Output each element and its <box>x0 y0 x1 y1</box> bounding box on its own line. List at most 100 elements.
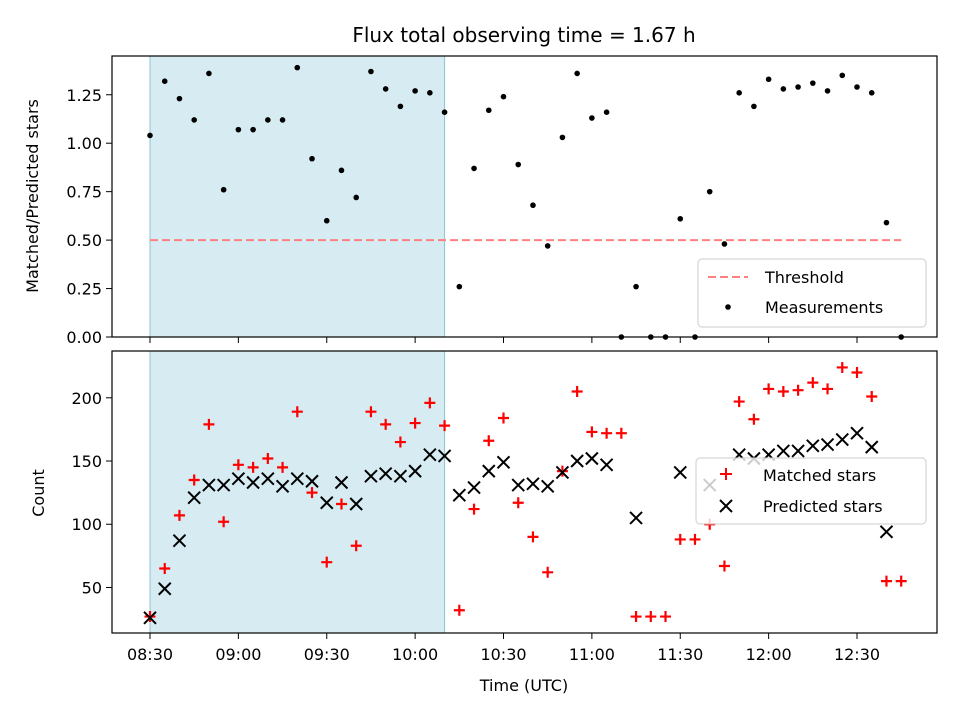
top-y-tick-label-0: 0.00 <box>66 328 102 347</box>
top-point-0-31 <box>603 109 610 115</box>
bottom-matched-point-32 <box>615 427 627 439</box>
top-point-0-36 <box>677 215 684 222</box>
top-point-0-9 <box>279 117 286 123</box>
bottom-x-tick-label-0: 08:30 <box>127 645 173 664</box>
bottom-matched-point-51 <box>895 575 907 587</box>
bottom-matched-point-46 <box>822 383 834 395</box>
top-point-0-17 <box>397 103 404 110</box>
top-point-0-22 <box>471 165 477 172</box>
top-point-0-43 <box>780 86 787 92</box>
bottom-x-tick-label-1: 09:00 <box>215 645 261 664</box>
bottom-matched-point-40 <box>733 396 745 408</box>
bottom-predicted-point-43 <box>850 426 864 440</box>
legend-predicted-marker <box>719 499 733 513</box>
bottom-matched-point-15 <box>365 406 377 418</box>
top-y-tick-label-1: 0.25 <box>66 280 102 299</box>
top-point-0-39 <box>721 241 728 247</box>
bottom-predicted-point-6 <box>231 472 246 486</box>
top-point-0-42 <box>765 76 772 83</box>
bottom-matched-point-5 <box>218 516 230 528</box>
bottom-predicted-point-4 <box>202 478 216 492</box>
bottom-x-tick-label-2: 09:30 <box>304 645 350 664</box>
bottom-x-tick-label-7: 12:00 <box>746 645 792 664</box>
bottom-predicted-point-44 <box>865 440 879 454</box>
top-point-0-45 <box>810 80 816 86</box>
bottom-predicted-point-17 <box>393 469 408 483</box>
bottom-y-axis-label: Count <box>29 469 48 517</box>
bottom-matched-point-2 <box>173 509 185 521</box>
top-point-0-0 <box>147 132 153 139</box>
bottom-matched-point-43 <box>777 385 789 397</box>
bottom-predicted-point-9 <box>275 479 290 494</box>
bottom-matched-point-34 <box>645 611 657 623</box>
bottom-predicted-point-29 <box>570 454 584 468</box>
bottom-matched-point-10 <box>291 406 303 418</box>
bottom-matched-point-30 <box>586 426 598 438</box>
bottom-predicted-point-30 <box>585 451 599 466</box>
bottom-predicted-point-32 <box>629 511 643 525</box>
bottom-x-tick-label-5: 11:00 <box>569 645 615 664</box>
bottom-predicted-point-18 <box>408 464 422 478</box>
bottom-predicted-point-38 <box>776 444 791 458</box>
bottom-x-tick-label-6: 11:30 <box>657 645 703 664</box>
legend-matched-label: Matched stars <box>763 466 876 485</box>
bottom-predicted-point-40 <box>806 439 820 453</box>
bottom-matched-point-3 <box>188 474 200 486</box>
bottom-matched-point-26 <box>527 531 539 543</box>
bottom-matched-point-12 <box>321 556 333 568</box>
bottom-y-tick-label-0: 50 <box>82 578 102 597</box>
bottom-predicted-point-28 <box>555 465 570 480</box>
bottom-matched-point-33 <box>630 611 642 623</box>
bottom-matched-point-45 <box>807 377 819 389</box>
top-point-0-25 <box>515 161 522 168</box>
bottom-matched-point-39 <box>718 560 730 572</box>
top-point-0-47 <box>839 72 846 79</box>
top-point-0-40 <box>736 90 742 96</box>
bottom-panel-count-plot: 50 100 150 200 08:30 09:00 09:30 10:00 10:30 11:0… <box>71 350 938 664</box>
bottom-matched-point-8 <box>262 452 274 464</box>
bottom-predicted-point-1 <box>158 582 172 596</box>
bottom-matched-point-50 <box>880 575 892 587</box>
top-point-0-46 <box>824 88 831 94</box>
bottom-matched-point-47 <box>836 361 848 373</box>
top-point-0-23 <box>485 107 492 114</box>
bottom-matched-point-36 <box>674 533 686 545</box>
bottom-matched-point-37 <box>689 533 701 545</box>
bottom-matched-point-13 <box>335 498 347 510</box>
top-point-0-11 <box>309 155 315 162</box>
top-y-tick-label-2: 0.50 <box>66 231 102 250</box>
top-point-0-38 <box>706 188 713 195</box>
bottom-matched-point-17 <box>394 436 406 448</box>
top-legend: Threshold Measurements <box>697 258 927 328</box>
bottom-axes-frame <box>111 350 938 634</box>
top-point-0-2 <box>176 95 183 102</box>
top-point-0-12 <box>323 217 330 224</box>
bottom-predicted-point-3 <box>187 490 201 505</box>
bottom-predicted-point-8 <box>261 472 275 486</box>
bottom-matched-point-22 <box>468 503 480 515</box>
bottom-matched-point-44 <box>792 384 804 396</box>
bottom-y-tick-label-3: 200 <box>71 389 102 408</box>
top-point-0-26 <box>530 202 536 209</box>
top-y-tick-label-4: 1.00 <box>66 134 102 153</box>
top-point-0-10 <box>294 64 301 71</box>
top-y-axis-label: Matched/Predicted stars <box>23 99 42 293</box>
bottom-y-tick-label-2: 150 <box>71 452 102 471</box>
bottom-predicted-point-39 <box>791 444 805 458</box>
bottom-matched-point-6 <box>232 459 244 471</box>
top-point-0-30 <box>589 115 595 121</box>
top-point-0-5 <box>220 186 227 193</box>
top-point-0-14 <box>353 194 360 201</box>
legend-measurements-label: Measurements <box>765 298 883 317</box>
bottom-observing-span <box>149 350 446 634</box>
bottom-matched-point-20 <box>439 420 451 432</box>
bottom-matched-point-18 <box>409 417 421 429</box>
legend-predicted-label: Predicted stars <box>763 497 883 516</box>
bottom-predicted-point-2 <box>172 533 187 548</box>
bottom-predicted-point-25 <box>511 478 525 492</box>
bottom-predicted-point-19 <box>423 447 437 462</box>
bottom-predicted-point-16 <box>378 466 393 481</box>
top-point-0-24 <box>500 93 507 100</box>
top-point-0-44 <box>795 84 801 90</box>
bottom-legend: Matched stars Predicted stars <box>695 457 927 525</box>
